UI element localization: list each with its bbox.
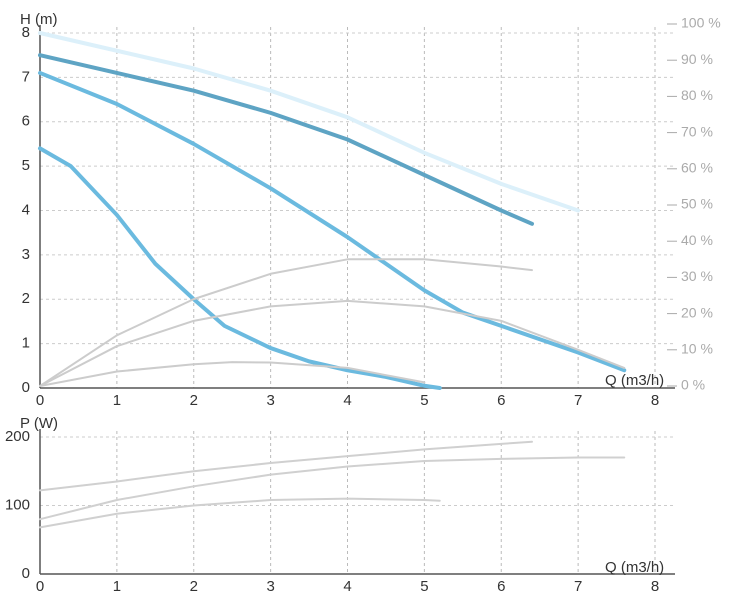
x-tick-label: 6 [497, 392, 505, 409]
efficiency-line [39, 361, 426, 387]
x-tick-label: 0 [36, 578, 44, 595]
efficiency-line [39, 258, 533, 387]
y-tick-label: 0 [22, 565, 30, 582]
efficiency-line [39, 299, 626, 387]
x-tick-label: 5 [420, 392, 428, 409]
y-tick-label: 8 [22, 24, 30, 41]
y-tick-label: 6 [22, 113, 30, 130]
x-tick-label: 8 [651, 392, 659, 409]
y2-tick-label: 80 % [681, 87, 713, 103]
y-tick-label: 0 [22, 379, 30, 396]
curve-line [39, 456, 626, 521]
curve-line [38, 70, 627, 373]
y2-tick-label: 40 % [681, 232, 713, 248]
curve-line [39, 497, 441, 529]
x-axis-label: Q (m3/h) [605, 372, 664, 389]
y-tick-label: 4 [22, 201, 30, 218]
x-tick-label: 1 [113, 392, 121, 409]
y-tick-label: 100 [5, 496, 30, 513]
y2-tick-label: 10 % [681, 341, 713, 357]
y-tick-label: 1 [22, 335, 30, 352]
curve-line [38, 53, 534, 226]
y-tick-label: 3 [22, 246, 30, 263]
x-tick-label: 7 [574, 578, 582, 595]
curve-line [38, 31, 581, 213]
x-tick-label: 1 [113, 578, 121, 595]
curve-line [38, 146, 442, 390]
y2-tick-label: 100 % [681, 15, 721, 31]
x-tick-label: 8 [651, 578, 659, 595]
y2-tick-label: 60 % [681, 160, 713, 176]
x-tick-label: 3 [266, 392, 274, 409]
x-tick-label: 3 [266, 578, 274, 595]
y-tick-label: 7 [22, 68, 30, 85]
x-tick-label: 7 [574, 392, 582, 409]
x-tick-label: 6 [497, 578, 505, 595]
x-tick-label: 4 [343, 578, 351, 595]
y-axis-label: P (W) [20, 415, 58, 432]
x-tick-label: 2 [190, 392, 198, 409]
y-tick-label: 200 [5, 428, 30, 445]
y-tick-label: 5 [22, 157, 30, 174]
x-tick-label: 2 [190, 578, 198, 595]
curve-line [39, 440, 533, 492]
y-axis-label: H (m) [20, 11, 58, 28]
y2-tick-label: 20 % [681, 304, 713, 320]
x-tick-label: 4 [343, 392, 351, 409]
y2-tick-label: 50 % [681, 196, 713, 212]
x-axis-label: Q (m3/h) [605, 559, 664, 576]
y2-tick-label: 30 % [681, 268, 713, 284]
y2-tick-label: 90 % [681, 51, 713, 67]
x-tick-label: 0 [36, 392, 44, 409]
y2-tick-label: 0 % [681, 377, 705, 393]
x-tick-label: 5 [420, 578, 428, 595]
y2-tick-label: 70 % [681, 123, 713, 139]
y-tick-label: 2 [22, 290, 30, 307]
